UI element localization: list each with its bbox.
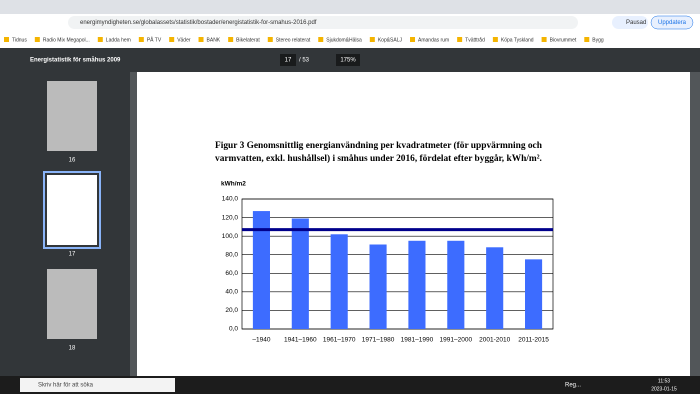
thumbnail-label: 18 <box>69 346 76 352</box>
x-tick-label: 2011-2015 <box>518 337 549 344</box>
tab-strip <box>0 0 700 14</box>
bookmark[interactable]: Bikelaterat <box>236 37 260 43</box>
bookmark-icon <box>267 37 273 42</box>
bar <box>252 211 270 329</box>
weather: Reg... <box>565 383 581 389</box>
x-tick-label: 2001-2010 <box>479 337 510 344</box>
bookmark[interactable]: Sjukdom&Hälsa <box>326 37 362 43</box>
bookmark[interactable]: BANK <box>207 37 221 43</box>
y-tick-label: 20,0 <box>225 307 238 314</box>
bookmark[interactable]: PÅ TV <box>147 36 162 43</box>
y-tick-label: 0,0 <box>229 326 238 333</box>
search: Skriv här för att söka <box>38 383 94 389</box>
url: energimyndigheten.se/globalassets/statis… <box>80 20 317 26</box>
address-bar[interactable] <box>68 16 578 29</box>
y-tick-label: 60,0 <box>225 270 238 277</box>
pdf-title: Energistatistik för småhus 2009 <box>30 57 121 64</box>
bookmark-icon <box>198 37 204 42</box>
bookmark[interactable]: Köpa Tyskland <box>501 37 534 43</box>
y-tick-label: 40,0 <box>225 289 238 296</box>
bar <box>291 218 309 329</box>
x-tick-label: 1991–2000 <box>440 337 473 344</box>
bookmark-icon <box>584 37 590 42</box>
bookmark[interactable]: Biovrummet <box>550 37 577 43</box>
bookmark-icon <box>138 37 144 42</box>
zoom: 175% <box>340 58 356 64</box>
bar <box>447 240 465 329</box>
y-axis-label: kWh/m2 <box>221 181 246 188</box>
profile: Pausad <box>626 20 646 26</box>
x-tick-label: 1971–1980 <box>362 337 395 344</box>
x-tick-label: 1961–1970 <box>323 337 356 344</box>
figure-title: varmvatten, exkl. hushållsel) i småhus u… <box>215 153 542 164</box>
bookmark-icon <box>4 37 9 42</box>
bookmark-icon <box>457 37 463 42</box>
bar <box>525 259 543 329</box>
bookmark[interactable]: Kop&SALJ <box>378 37 403 43</box>
bookmark[interactable]: Radio Mix Megapol... <box>43 37 90 43</box>
figure-title: Figur 3 Genomsnittlig energianvändning p… <box>215 140 543 151</box>
x-tick-label: 1941–1960 <box>284 337 317 344</box>
thumbnail-selection <box>43 171 101 249</box>
thumbnail[interactable] <box>47 269 97 339</box>
bookmark[interactable]: Stereo relaterat <box>276 37 311 43</box>
x-tick-label: 1981–1990 <box>401 337 434 344</box>
bookmark-icon <box>410 37 416 42</box>
x-tick-label: –1940 <box>252 337 270 344</box>
thumbnail[interactable] <box>47 175 97 245</box>
bookmark-icon <box>541 37 547 42</box>
bookmark[interactable]: Tidnus <box>12 37 27 43</box>
bookmark-icon <box>169 37 175 42</box>
search-box[interactable] <box>20 378 175 392</box>
profile-button[interactable] <box>612 16 648 29</box>
y-tick-label: 120,0 <box>222 214 239 221</box>
y-tick-label: 140,0 <box>222 196 239 203</box>
pdf-page <box>137 72 690 376</box>
zoom-input[interactable] <box>336 54 360 66</box>
thumbnail-label: 17 <box>69 252 76 258</box>
bookmark[interactable]: Väder <box>177 37 191 43</box>
update: Uppdatera <box>658 20 687 26</box>
page-count: / 53 <box>299 58 310 64</box>
bar <box>330 234 348 329</box>
page-input[interactable] <box>280 54 296 66</box>
y-tick-label: 100,0 <box>222 233 239 240</box>
bookmark[interactable]: Bygg <box>592 37 604 43</box>
date: 2023-01-15 <box>651 386 677 392</box>
bar <box>369 244 387 329</box>
bookmark[interactable]: Amandas rum <box>418 37 449 43</box>
plot-frame <box>241 198 554 330</box>
page: 17 <box>285 58 292 64</box>
bookmark-icon <box>318 37 324 42</box>
thumbnail[interactable] <box>47 81 97 151</box>
bookmark[interactable]: Ladda hem <box>106 37 131 43</box>
bookmark-icon <box>228 37 234 42</box>
y-tick-label: 80,0 <box>225 251 238 258</box>
bar <box>408 240 426 329</box>
bookmark-icon <box>492 37 498 42</box>
thumbnail-label: 16 <box>69 158 76 164</box>
bookmark-icon <box>369 37 375 42</box>
bookmark-icon <box>97 37 103 42</box>
time: 11:53 <box>658 378 670 384</box>
bookmark[interactable]: Tvätttråd <box>465 36 485 43</box>
update-button[interactable] <box>650 15 694 30</box>
bookmark-icon <box>34 37 40 42</box>
bar <box>486 247 504 329</box>
